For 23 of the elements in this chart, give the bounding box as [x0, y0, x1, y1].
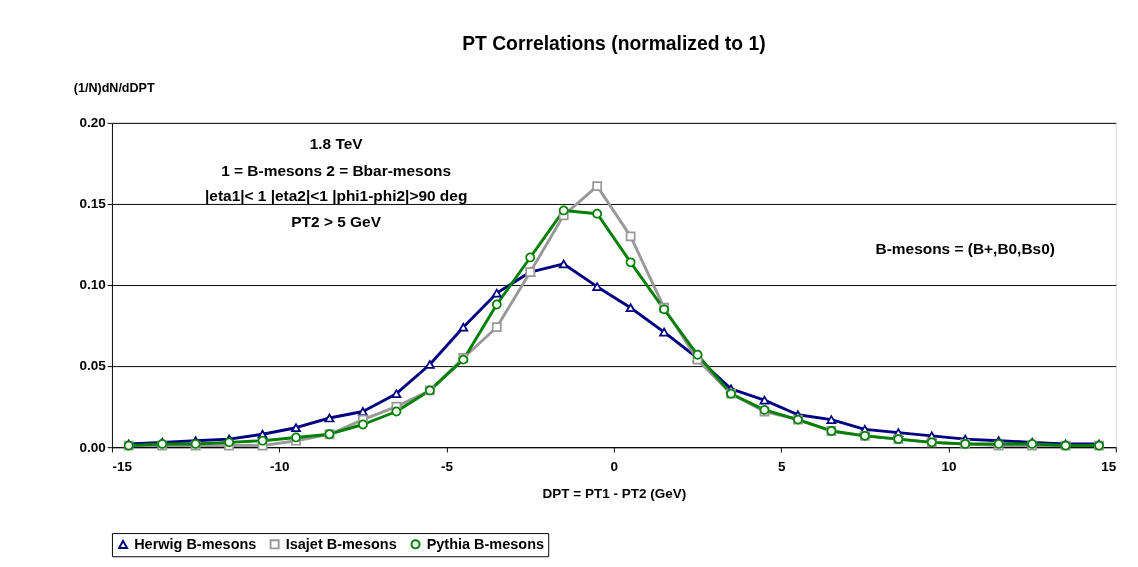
- annotation: 1 = B-mesons 2 = Bbar-mesons: [221, 162, 452, 180]
- x-tick-label: -10: [270, 458, 290, 474]
- annotation: |eta1|< 1 |eta2|<1 |phi1-phi2|>90 deg: [205, 186, 468, 204]
- y-tick-label: 0.10: [79, 277, 106, 293]
- y-tick-label: 0.20: [79, 115, 106, 131]
- x-tick-label: 15: [1101, 458, 1117, 474]
- annotation: B-mesons = (B+,B0,Bs0): [875, 240, 1055, 258]
- y-tick-label: 0.00: [79, 439, 106, 455]
- x-tick-label: 10: [941, 458, 957, 474]
- y-axis-title: (1/N)dN/dDPT: [73, 80, 155, 95]
- x-axis-title: DPT = PT1 - PT2 (GeV): [542, 485, 687, 501]
- chart-title: PT Correlations (normalized to 1): [462, 33, 766, 55]
- y-tick-label: 0.15: [79, 196, 107, 212]
- x-tick-label: 0: [610, 458, 619, 474]
- annotation: PT2 > 5 GeV: [291, 212, 382, 230]
- y-tick-label: 0.05: [79, 358, 107, 374]
- legend-label: Herwig B-mesons: [134, 536, 257, 553]
- x-tick-label: -5: [441, 458, 454, 474]
- x-tick-label: 5: [777, 458, 786, 474]
- legend-label: Isajet B-mesons: [285, 536, 397, 553]
- annotation: 1.8 TeV: [309, 134, 364, 152]
- legend-label: Pythia B-mesons: [426, 536, 545, 553]
- x-tick-label: -15: [112, 458, 133, 474]
